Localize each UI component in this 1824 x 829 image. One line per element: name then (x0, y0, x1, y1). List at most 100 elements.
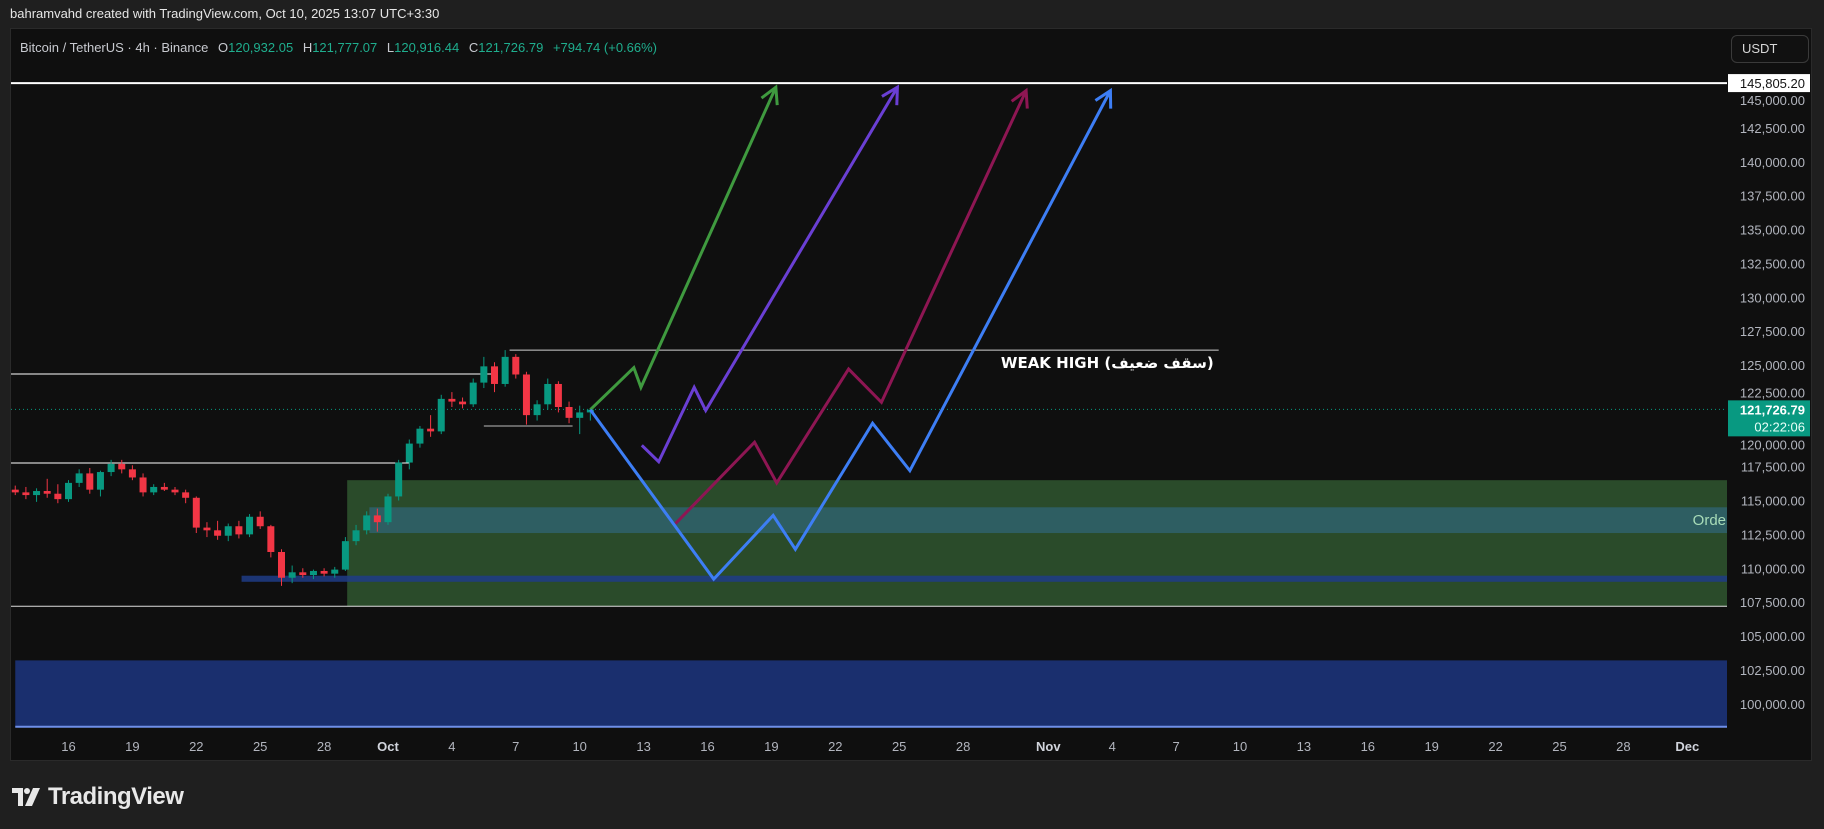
candle (246, 514, 254, 538)
price-tick-label: 132,500.00 (1740, 256, 1805, 271)
candle (33, 488, 41, 502)
time-tick-label: 7 (1172, 739, 1179, 754)
candle-body (278, 551, 285, 578)
time-tick-label: Nov (1036, 739, 1061, 754)
drawings-layer (589, 84, 1113, 582)
close-value: 121,726.79 (478, 40, 544, 55)
candle-body (437, 398, 445, 432)
candle (11, 485, 19, 496)
bar-countdown-label: 02:22:06 (1754, 419, 1805, 434)
candle (544, 378, 552, 410)
candle-body (203, 527, 211, 531)
candle-body (75, 473, 83, 483)
purple-arrow-head-icon (881, 84, 900, 106)
blue-zone[interactable] (15, 660, 1727, 727)
price-tick-label: 142,500.00 (1740, 121, 1805, 136)
time-tick-label: 22 (828, 739, 842, 754)
tradingview-logo[interactable]: TradingView (12, 783, 184, 811)
price-tick-label: 102,500.00 (1740, 663, 1805, 678)
high-label: H (302, 40, 313, 55)
last-price-tag (1728, 400, 1810, 437)
chart-attribution: bahramvahd created with TradingView.com,… (10, 6, 440, 21)
purple-arrow[interactable] (640, 86, 899, 465)
order-block[interactable] (369, 507, 1727, 534)
candle (480, 356, 488, 389)
time-tick-label: 25 (1552, 739, 1566, 754)
candle (203, 522, 211, 538)
price-axis[interactable]: 100,000.00 102,500.00 105,000.00 107,500.00… (1728, 74, 1810, 712)
blue-arrow-head-icon (1094, 87, 1113, 109)
candle-body (533, 404, 541, 416)
time-tick-label: 28 (1616, 739, 1630, 754)
price-tick-label: 135,000.00 (1740, 223, 1805, 238)
candle (192, 496, 200, 534)
price-tick-label: 120,000.00 (1740, 437, 1805, 452)
candle (384, 493, 392, 525)
top-level-price-tag (1728, 74, 1810, 93)
green-arrow-head-icon (760, 84, 779, 106)
time-tick-label: 10 (1233, 739, 1247, 754)
blue-arrow[interactable] (589, 89, 1112, 582)
symbol-title[interactable]: Bitcoin / TetherUS · 4h · Binance (20, 40, 209, 55)
candle (363, 511, 371, 535)
candle-body (171, 489, 179, 493)
candles-layer (11, 350, 594, 586)
candle (576, 405, 584, 435)
currency-button[interactable]: USDT (1731, 35, 1809, 63)
candle-body (522, 374, 530, 416)
time-tick-label: 7 (512, 739, 519, 754)
liquidity-band[interactable] (241, 575, 1727, 582)
price-tick-label: 107,500.00 (1740, 595, 1805, 610)
maroon-arrow[interactable] (674, 89, 1028, 525)
demand-zone[interactable] (347, 480, 1727, 607)
levels-layer: WEAK HIGH (سقف ضعیف) (11, 82, 1727, 607)
candle-body (427, 428, 435, 432)
weak-high-label: WEAK HIGH (سقف ضعیف) (1001, 354, 1214, 372)
candle-body (22, 492, 30, 496)
price-tick-label: 122,500.00 (1740, 385, 1805, 400)
candle (320, 568, 328, 577)
low-label: L (386, 40, 395, 55)
candle (405, 439, 413, 470)
time-tick-label: 4 (448, 739, 455, 754)
candle (65, 480, 72, 502)
candle-body (214, 530, 222, 536)
candle-body (118, 463, 126, 470)
candle (278, 549, 285, 586)
candle (160, 482, 168, 492)
candle (267, 524, 275, 558)
candle-body (299, 572, 307, 576)
candle (128, 465, 136, 481)
candle (395, 459, 403, 501)
time-tick-label: 19 (1424, 739, 1438, 754)
candle (118, 459, 126, 474)
candle-body (192, 497, 200, 528)
open-label: O (217, 40, 229, 55)
candle-body (459, 401, 467, 405)
time-tick-label: 16 (1361, 739, 1375, 754)
candle-body (150, 486, 158, 493)
time-axis[interactable]: 16 19 22 25 28 Oct 4 7 10 13 16 19 22 25 28 Nov 4 7 10 13 16… (61, 739, 1699, 754)
price-tick-label: 112,500.00 (1741, 527, 1805, 542)
time-tick-label: 28 (317, 739, 331, 754)
price-tick-label: 140,000.00 (1740, 155, 1805, 170)
candle (469, 378, 477, 408)
candle-body (491, 366, 498, 384)
candle (501, 350, 509, 387)
candle-body (576, 412, 584, 418)
candle-body (448, 398, 456, 402)
green-arrow[interactable] (589, 86, 778, 411)
candle (533, 400, 541, 421)
candle (54, 484, 62, 504)
logo-text: TradingView (48, 783, 184, 810)
price-tick-label: 145,000.00 (1740, 93, 1805, 108)
candle (554, 381, 562, 413)
candle (182, 489, 190, 504)
tradingview-logo-icon (12, 788, 40, 806)
time-tick-label: Dec (1675, 739, 1699, 754)
symbol-legend: Bitcoin / TetherUS · 4h · Binance O120,9… (20, 40, 657, 55)
candle (448, 392, 456, 408)
time-tick-label: Oct (377, 739, 399, 754)
candle-body (544, 383, 552, 405)
